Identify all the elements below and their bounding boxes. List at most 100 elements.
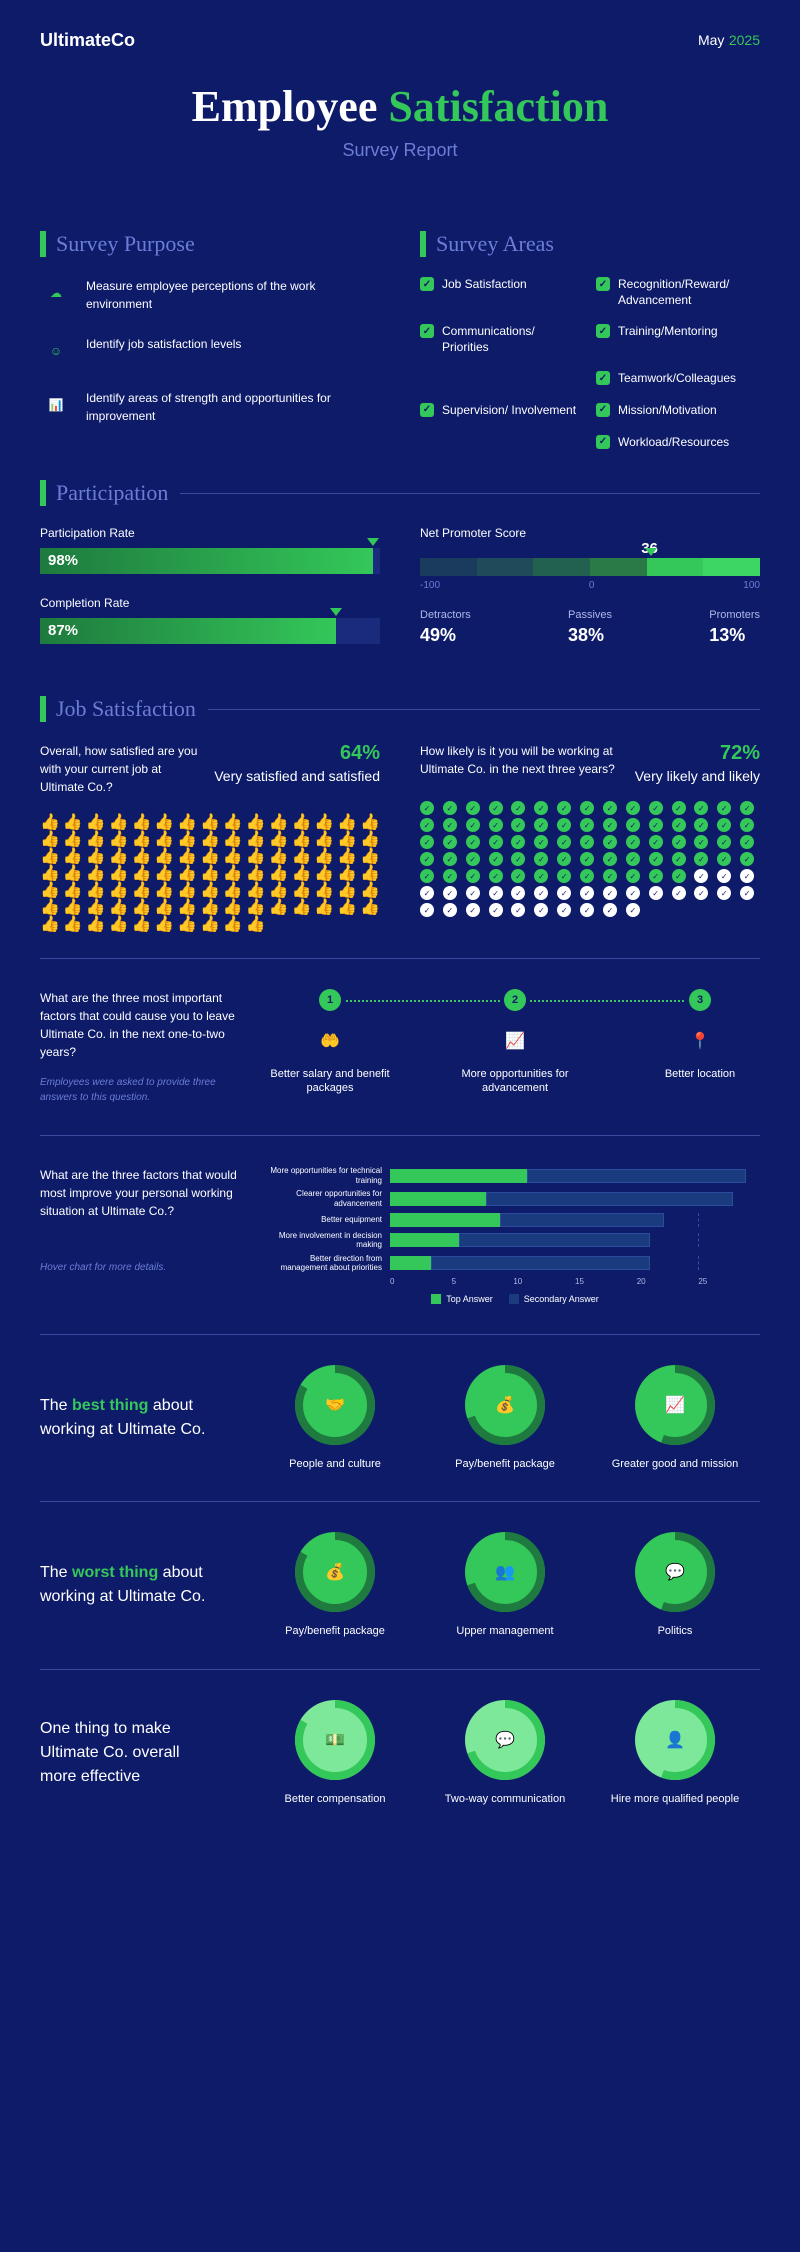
purpose-text: Identify areas of strength and opportuni… <box>86 389 380 425</box>
check-icon: ✓ <box>596 371 610 385</box>
thumb-icon: 👍 <box>337 863 351 877</box>
check-circle-icon: ✓ <box>717 801 731 815</box>
check-circle-icon: ✓ <box>580 869 594 883</box>
check-circle-icon: ✓ <box>511 801 525 815</box>
check-circle-icon: ✓ <box>626 835 640 849</box>
purpose-icon: 📊 <box>40 389 72 421</box>
thumb-icon: 👍 <box>292 829 306 843</box>
hbar-label: Better equipment <box>270 1215 390 1225</box>
thumb-icon: 👍 <box>109 880 123 894</box>
hbar-row: Better direction from management about p… <box>270 1254 760 1273</box>
check-circle-icon: ✓ <box>694 818 708 832</box>
nps-scale: -100 0 100 <box>420 580 760 591</box>
area-item: ✓ Mission/Motivation <box>596 403 760 419</box>
nps-cat: Detractors 49% <box>420 609 471 646</box>
check-icon: ✓ <box>596 324 610 338</box>
check-circle-icon: ✓ <box>694 869 708 883</box>
thumb-icon: 👍 <box>63 829 77 843</box>
thumb-icon: 👍 <box>200 880 214 894</box>
axis-tick: 10 <box>513 1277 575 1286</box>
main-title: Employee Satisfaction <box>40 81 760 132</box>
thumb-icon: 👍 <box>177 863 191 877</box>
header: UltimateCo May 2025 <box>40 30 760 51</box>
thumb-icon: 👍 <box>246 863 260 877</box>
thumb-icon: 👍 <box>109 863 123 877</box>
thumb-icon: 👍 <box>246 846 260 860</box>
nps-cat-value: 49% <box>420 625 471 646</box>
check-circle-icon: ✓ <box>626 852 640 866</box>
check-circle-icon: ✓ <box>580 903 594 917</box>
circle-label: Pay/benefit package <box>435 1457 575 1471</box>
thumb-icon: 👍 <box>177 812 191 826</box>
check-circle-icon: ✓ <box>466 801 480 815</box>
legend-top: Top Answer <box>446 1294 493 1304</box>
check-icon: ✓ <box>596 435 610 449</box>
area-label: Supervision/ Involvement <box>442 403 576 419</box>
thumb-icon: 👍 <box>292 880 306 894</box>
check-circle-icon: ✓ <box>740 818 754 832</box>
q1-label: Very satisfied and satisfied <box>214 767 380 785</box>
thumb-icon: 👍 <box>292 812 306 826</box>
thumb-icon: 👍 <box>109 846 123 860</box>
check-circle-icon: ✓ <box>466 886 480 900</box>
factor-number: 3 <box>689 989 711 1011</box>
factor-label: Better location <box>640 1067 760 1081</box>
thumb-icon: 👍 <box>86 846 100 860</box>
thumb-icon: 👍 <box>269 812 283 826</box>
date-year: 2025 <box>729 32 760 48</box>
thumb-icon: 👍 <box>63 914 77 928</box>
check-circle-icon: ✓ <box>511 818 525 832</box>
thumb-icon: 👍 <box>360 897 374 911</box>
purpose-header: Survey Purpose <box>40 231 380 257</box>
q2-text: How likely is it you will be working at … <box>420 742 619 778</box>
area-label: Communications/ Priorities <box>442 324 584 355</box>
check-circle-icon: ✓ <box>672 869 686 883</box>
q1-pct: 64% <box>214 742 380 765</box>
check-circle-icon: ✓ <box>672 818 686 832</box>
nps-cat: Promoters 13% <box>709 609 760 646</box>
purpose-item: ☺ Identify job satisfaction levels <box>40 335 380 367</box>
completion-bar: 87% <box>40 618 380 644</box>
best-items: 🤝 People and culture 💰 Pay/benefit packa… <box>250 1365 760 1471</box>
circle-label: People and culture <box>265 1457 405 1471</box>
thumb-icon: 👍 <box>246 880 260 894</box>
legend-sec: Secondary Answer <box>524 1294 599 1304</box>
check-circle-icon: ✓ <box>717 852 731 866</box>
factor-icon: 📍 <box>640 1025 760 1057</box>
areas-header: Survey Areas <box>420 231 760 257</box>
thumb-icon: 👍 <box>269 846 283 860</box>
check-circle-icon: ✓ <box>740 886 754 900</box>
best-text: The best thing about working at Ultimate… <box>40 1394 220 1442</box>
check-circle-icon: ✓ <box>694 835 708 849</box>
improve-chart[interactable]: More opportunities for technical trainin… <box>270 1166 760 1304</box>
thumb-icon: 👍 <box>40 846 54 860</box>
thumb-icon: 👍 <box>131 846 145 860</box>
circle-label: Better compensation <box>265 1792 405 1806</box>
check-circle-icon: ✓ <box>466 852 480 866</box>
area-item: ✓ Teamwork/Colleagues <box>596 371 760 387</box>
hbar-row: Better equipment <box>270 1213 760 1227</box>
check-circle-icon: ✓ <box>649 869 663 883</box>
thumb-icon: 👍 <box>246 897 260 911</box>
thumb-icon: 👍 <box>154 812 168 826</box>
thumb-icon: 👍 <box>154 829 168 843</box>
axis-tick: 20 <box>637 1277 699 1286</box>
nps-marker <box>645 548 657 556</box>
check-circle-icon: ✓ <box>557 801 571 815</box>
brand: UltimateCo <box>40 30 135 51</box>
thumb-icon: 👍 <box>131 880 145 894</box>
check-circle-icon: ✓ <box>443 869 457 883</box>
thumb-icon: 👍 <box>314 897 328 911</box>
circle-label: Politics <box>605 1624 745 1638</box>
thumb-icon: 👍 <box>246 812 260 826</box>
nps-cat-value: 13% <box>709 625 760 646</box>
check-circle-icon: ✓ <box>534 852 548 866</box>
factor-item: 2 📈 More opportunities for advancement <box>455 989 575 1105</box>
nps-max: 100 <box>743 580 760 591</box>
circle-item: 👤 Hire more qualified people <box>605 1700 745 1806</box>
check-circle-icon: ✓ <box>420 869 434 883</box>
thumb-icon: 👍 <box>337 846 351 860</box>
check-circle-icon: ✓ <box>420 835 434 849</box>
check-circle-icon: ✓ <box>740 869 754 883</box>
thumb-icon: 👍 <box>63 846 77 860</box>
